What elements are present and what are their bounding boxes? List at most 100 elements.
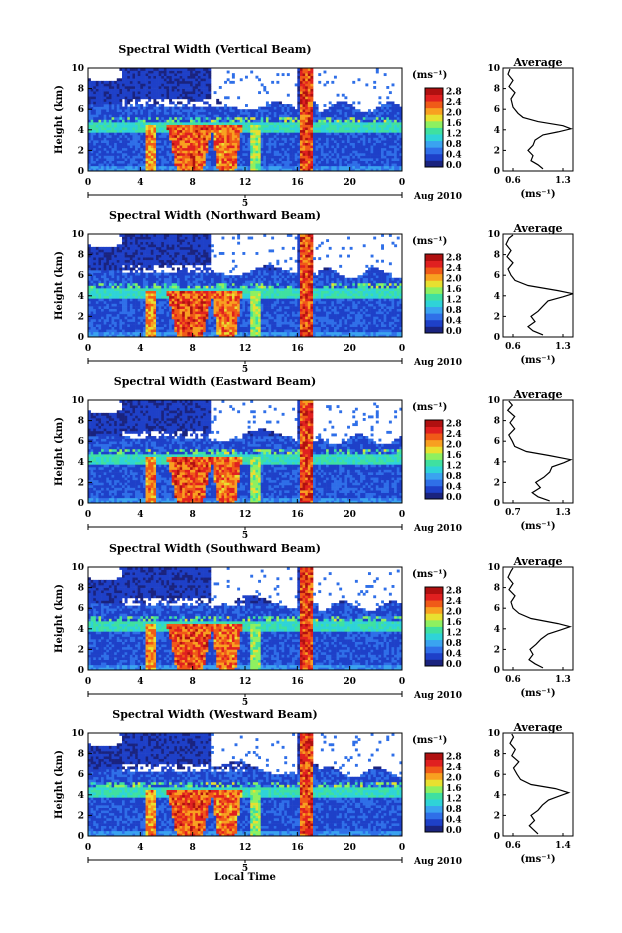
heatmap-cell xyxy=(368,114,371,117)
heatmap-cell xyxy=(274,130,277,133)
heatmap-cell xyxy=(138,262,141,265)
heatmap-cell xyxy=(119,117,122,120)
heatmap-cell xyxy=(159,255,162,258)
heatmap-cell xyxy=(156,278,159,281)
heatmap-cell xyxy=(303,114,306,117)
heatmap-cell xyxy=(138,278,141,281)
heatmap-cell xyxy=(143,94,146,97)
heatmap-cell xyxy=(119,298,122,301)
heatmap-cell xyxy=(119,270,122,273)
heatmap-cell xyxy=(258,117,261,120)
heatmap-cell xyxy=(156,109,159,112)
heatmap-cell xyxy=(146,127,149,130)
heatmap-cell xyxy=(331,135,334,138)
heatmap-cell xyxy=(373,150,376,153)
heatmap-cell xyxy=(96,332,99,335)
heatmap-cell xyxy=(316,114,319,117)
heatmap-cell xyxy=(339,150,342,153)
heatmap-cell xyxy=(258,78,261,81)
heatmap-cell xyxy=(96,156,99,159)
heatmap-cell xyxy=(112,148,115,151)
average-title: Average xyxy=(512,56,562,69)
heatmap-cell xyxy=(96,143,99,146)
heatmap-cell xyxy=(253,114,256,117)
heatmap-cell xyxy=(172,71,175,74)
heatmap-cell xyxy=(324,148,327,151)
heatmap-cell xyxy=(109,329,112,332)
heatmap-cell xyxy=(211,145,214,148)
heatmap-cell xyxy=(151,249,154,252)
heatmap-cell xyxy=(117,107,120,110)
heatmap-cell xyxy=(143,314,146,317)
heatmap-cell xyxy=(98,83,101,86)
heatmap-cell xyxy=(109,298,112,301)
heatmap-cell xyxy=(127,83,130,86)
colorbar-swatch xyxy=(425,141,443,148)
heatmap-cell xyxy=(167,252,170,255)
heatmap-cell xyxy=(130,311,133,314)
heatmap-cell xyxy=(140,91,143,94)
heatmap-cell xyxy=(140,327,143,330)
heatmap-cell xyxy=(263,125,266,128)
heatmap-cell xyxy=(384,158,387,161)
heatmap-cell xyxy=(177,156,180,159)
heatmap-cell xyxy=(169,81,172,84)
heatmap-cell xyxy=(310,156,313,159)
heatmap-cell xyxy=(287,117,290,120)
heatmap-cell xyxy=(132,239,135,242)
heatmap-cell xyxy=(303,94,306,97)
heatmap-cell xyxy=(125,252,128,255)
heatmap-cell xyxy=(114,132,117,135)
heatmap-cell xyxy=(114,148,117,151)
heatmap-cell xyxy=(106,286,109,289)
heatmap-cell xyxy=(148,104,151,107)
heatmap-cell xyxy=(132,249,135,252)
heatmap-cell xyxy=(159,332,162,335)
heatmap-cell xyxy=(394,161,397,164)
heatmap-cell xyxy=(347,143,350,146)
heatmap-cell xyxy=(227,122,230,125)
heatmap-cell xyxy=(109,91,112,94)
heatmap-cell xyxy=(104,86,107,89)
heatmap-cell xyxy=(235,125,238,128)
heatmap-cell xyxy=(221,127,224,130)
heatmap-cell xyxy=(119,99,122,102)
heatmap-cell xyxy=(143,109,146,112)
heatmap-cell xyxy=(106,140,109,143)
heatmap-cell xyxy=(342,150,345,153)
heatmap-cell xyxy=(347,150,350,153)
heatmap-cell xyxy=(386,163,389,166)
heatmap-cell xyxy=(132,109,135,112)
heatmap-cell xyxy=(358,153,361,156)
heatmap-cell xyxy=(151,166,154,169)
heatmap-cell xyxy=(378,127,381,130)
heatmap-cell xyxy=(263,132,266,135)
heatmap-cell xyxy=(206,94,209,97)
heatmap-cell xyxy=(389,138,392,141)
heatmap-cell xyxy=(93,301,96,304)
heatmap-cell xyxy=(159,78,162,81)
heatmap-cell xyxy=(169,112,172,115)
heatmap-cell xyxy=(138,96,141,99)
heatmap-cell xyxy=(104,104,107,107)
heatmap-cell xyxy=(240,109,243,112)
heatmap-cell xyxy=(310,122,313,125)
heatmap-cell xyxy=(227,161,230,164)
heatmap-cell xyxy=(255,145,258,148)
heatmap-cell xyxy=(394,104,397,107)
heatmap-cell xyxy=(117,96,120,99)
heatmap-cell xyxy=(159,314,162,317)
heatmap-cell xyxy=(363,138,366,141)
heatmap-cell xyxy=(180,112,183,115)
heatmap-cell xyxy=(187,114,190,117)
heatmap-cell xyxy=(153,117,156,120)
heatmap-cell xyxy=(381,120,384,123)
heatmap-cell xyxy=(164,109,167,112)
heatmap-cell xyxy=(127,73,130,76)
heatmap-cell xyxy=(159,138,162,141)
heatmap-cell xyxy=(240,114,243,117)
heatmap-cell xyxy=(125,125,128,128)
heatmap-cell xyxy=(159,247,162,250)
heatmap-cell xyxy=(169,73,172,76)
heatmap-cell xyxy=(203,135,206,138)
